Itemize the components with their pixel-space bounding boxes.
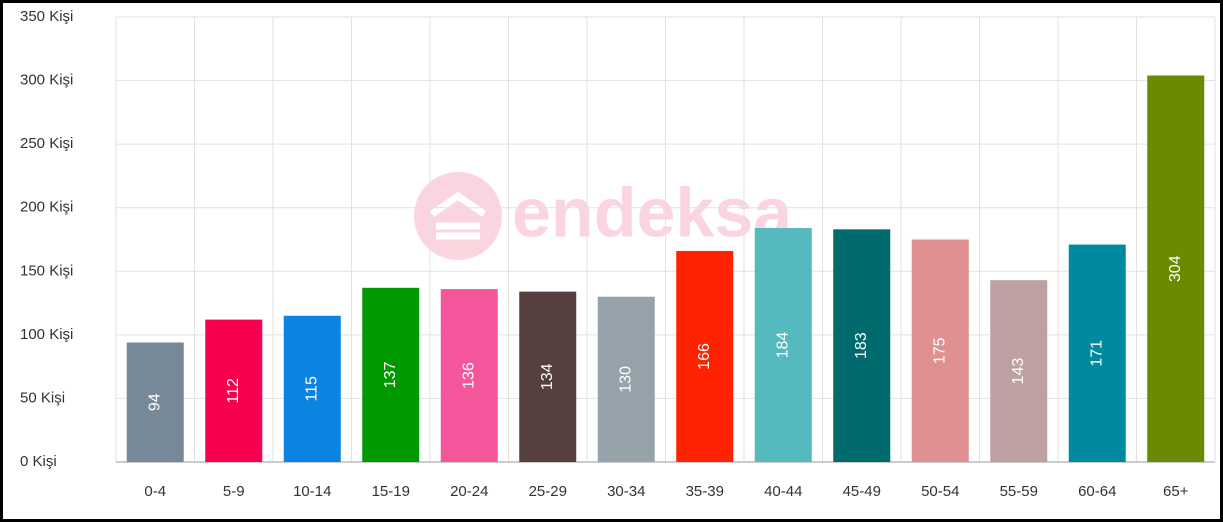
x-tick-label: 65+ xyxy=(1163,483,1189,500)
value-label: 183 xyxy=(853,332,870,359)
bar xyxy=(911,239,969,462)
x-tick-label: 45-49 xyxy=(843,483,881,500)
value-label: 134 xyxy=(539,363,556,390)
bar xyxy=(597,296,655,462)
x-tick-label: 5-9 xyxy=(223,483,245,500)
watermark-group: endeksa xyxy=(414,172,793,260)
value-label: 143 xyxy=(1010,358,1027,385)
x-tick-label: 0-4 xyxy=(144,483,166,500)
value-label: 166 xyxy=(696,343,713,370)
bar xyxy=(754,228,812,462)
value-label: 137 xyxy=(382,361,399,388)
y-tick-label: 100 Kişi xyxy=(20,326,73,343)
value-label: 171 xyxy=(1088,340,1105,367)
value-label: 304 xyxy=(1167,255,1184,282)
y-tick-label: 300 Kişi xyxy=(20,72,73,89)
x-tick-label: 30-34 xyxy=(607,483,645,500)
value-label: 94 xyxy=(146,393,163,411)
bar xyxy=(126,342,184,462)
x-tick-label: 40-44 xyxy=(764,483,802,500)
value-label: 112 xyxy=(225,378,242,404)
x-tick-label: 20-24 xyxy=(450,483,488,500)
bar xyxy=(205,319,263,462)
bar xyxy=(283,315,341,462)
y-tick-label: 0 Kişi xyxy=(20,453,57,470)
value-label: 184 xyxy=(774,332,791,359)
x-tick-label: 55-59 xyxy=(1000,483,1038,500)
y-tick-label: 350 Kişi xyxy=(20,8,73,25)
y-tick-label: 250 Kişi xyxy=(20,135,73,152)
x-tick-label: 25-29 xyxy=(529,483,567,500)
x-tick-label: 10-14 xyxy=(293,483,331,500)
y-tick-label: 150 Kişi xyxy=(20,262,73,279)
y-tick-label: 200 Kişi xyxy=(20,199,73,216)
bar xyxy=(676,250,734,462)
value-label: 130 xyxy=(617,366,634,393)
value-label: 136 xyxy=(460,362,477,389)
value-label: 175 xyxy=(931,337,948,364)
bar xyxy=(440,289,498,462)
value-label: 115 xyxy=(303,376,320,402)
x-tick-label: 35-39 xyxy=(686,483,724,500)
x-tick-label: 15-19 xyxy=(372,483,410,500)
watermark-logo xyxy=(414,172,502,260)
bar xyxy=(833,229,891,462)
bar xyxy=(362,287,420,462)
x-tick-label: 60-64 xyxy=(1078,483,1116,500)
bar xyxy=(519,291,577,462)
bar xyxy=(990,280,1048,462)
y-tick-label: 50 Kişi xyxy=(20,389,65,406)
watermark: endeksa xyxy=(512,173,793,251)
x-tick-label: 50-54 xyxy=(921,483,959,500)
bar xyxy=(1068,244,1126,462)
bar xyxy=(1147,75,1205,462)
